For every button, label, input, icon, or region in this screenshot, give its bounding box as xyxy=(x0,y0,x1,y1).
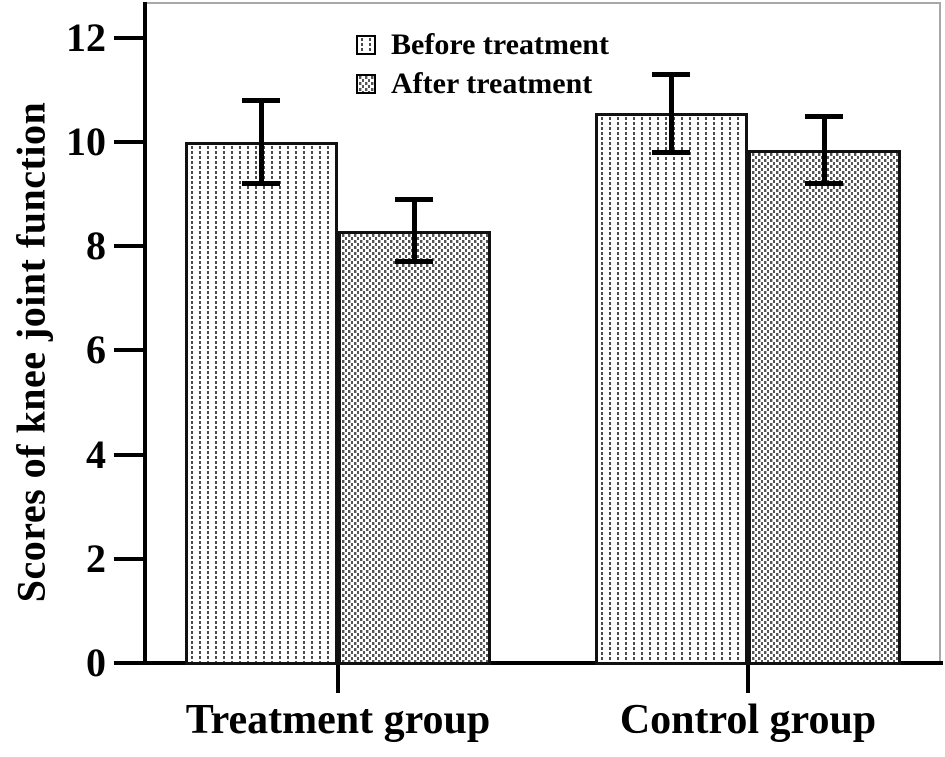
x-category-label-treatment-group: Treatment group xyxy=(185,697,491,743)
error-bar-treatment-group-after-treatment-cap-bottom xyxy=(395,259,433,265)
x-tick-mark-1 xyxy=(745,663,750,693)
x-category-label-control-group: Control group xyxy=(619,697,877,743)
error-bar-control-group-before-treatment-cap-bottom xyxy=(652,150,690,155)
legend-swatch-before-icon xyxy=(356,34,376,55)
legend-label-after: After treatment xyxy=(391,66,593,100)
legend-swatch-after-icon xyxy=(356,73,376,94)
legend-label-before: Before treatment xyxy=(391,27,609,61)
error-bar-treatment-group-after-treatment-line xyxy=(411,199,417,262)
y-tick-mark xyxy=(114,244,144,249)
y-tick-label: 8 xyxy=(86,223,106,269)
legend-item-before: Before treatment xyxy=(356,25,609,64)
y-tick-label: 0 xyxy=(86,640,106,685)
error-bar-treatment-group-after-treatment-cap-top xyxy=(395,196,433,202)
y-tick-label: 12 xyxy=(66,14,106,60)
x-axis-line xyxy=(143,661,943,665)
error-bar-control-group-after-treatment-cap-top xyxy=(805,113,843,119)
y-tick-mark xyxy=(114,452,144,457)
y-axis-line xyxy=(143,2,147,665)
legend-item-after: After treatment xyxy=(356,64,609,103)
y-tick-mark xyxy=(114,35,144,40)
error-bar-control-group-after-treatment-line xyxy=(821,116,827,184)
bar-treatment-group-after-treatment xyxy=(337,230,491,665)
plot-top-border xyxy=(146,2,941,4)
y-tick-mark xyxy=(114,556,144,561)
error-bar-control-group-before-treatment-cap-top xyxy=(652,71,690,77)
error-bar-control-group-before-treatment-line xyxy=(668,74,674,153)
legend: Before treatment After treatment xyxy=(356,25,609,103)
error-bar-treatment-group-before-treatment-cap-top xyxy=(242,97,280,103)
error-bar-control-group-after-treatment-cap-bottom xyxy=(805,181,843,187)
bar-treatment-group-before-treatment xyxy=(184,142,338,665)
y-tick-mark xyxy=(114,661,144,665)
y-tick-label: 10 xyxy=(66,119,106,165)
y-tick-label: 6 xyxy=(86,327,106,373)
y-tick-mark xyxy=(114,140,144,145)
y-tick-label: 4 xyxy=(86,431,106,477)
bar-control-group-before-treatment xyxy=(594,113,748,665)
error-bar-treatment-group-before-treatment-line xyxy=(258,100,264,184)
y-tick-mark xyxy=(114,348,144,353)
y-tick-label: 2 xyxy=(86,535,106,581)
x-tick-mark-0 xyxy=(335,663,340,693)
error-bar-treatment-group-before-treatment-cap-bottom xyxy=(242,181,280,187)
plot-right-border xyxy=(939,2,941,663)
bar-control-group-after-treatment xyxy=(747,149,901,665)
